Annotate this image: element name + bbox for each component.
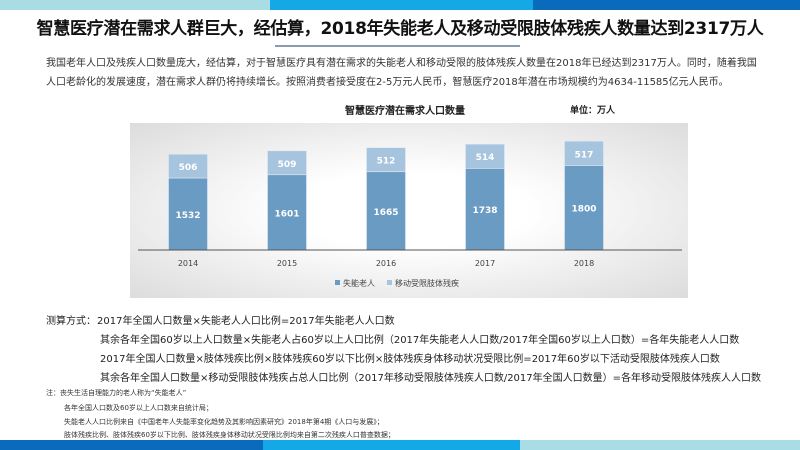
data-label: 506 bbox=[179, 163, 198, 173]
bottom-band-light bbox=[520, 440, 800, 450]
stacked-bar-chart: 1532 506 2014 1601 509 2015 1665 512 2016 1738 514… bbox=[138, 140, 682, 288]
data-label: 514 bbox=[476, 153, 495, 163]
intro-paragraph: 我国老年人口及残疾人口数量庞大，经估算，对于智慧医疗具有潜在需求的失能老人和移动… bbox=[46, 58, 757, 88]
note: 各年全国人口数及60岁以上人口数来自统计局； bbox=[64, 404, 213, 412]
method-line: 其余各年全国人口数量×移动受限肢体残疾占总人口比例（2017年移动受限肢体残疾人… bbox=[100, 373, 762, 384]
chart-area: 1532 506 2014 1601 509 2015 1665 512 2016 1738 514… bbox=[130, 123, 688, 298]
title-divider bbox=[275, 45, 520, 47]
method-line: 2017年全国人口数量×肢体残疾比例×肢体残疾60岁以下比例×肢体残疾身体移动状… bbox=[100, 354, 720, 365]
bar-mobility-limited-2015 bbox=[267, 150, 307, 176]
data-label: 517 bbox=[575, 150, 594, 160]
x-tick-label: 2015 bbox=[277, 259, 297, 268]
method-label: 测算方式： bbox=[46, 316, 96, 327]
x-tick-label: 2018 bbox=[574, 259, 594, 268]
chart-title: 智慧医疗潜在需求人口数量 bbox=[345, 106, 465, 117]
data-label: 1601 bbox=[274, 209, 299, 219]
legend-label: 移动受限肢体残疾 bbox=[395, 278, 459, 288]
top-band-light bbox=[0, 0, 270, 10]
legend-swatch bbox=[387, 280, 392, 285]
data-label: 509 bbox=[278, 160, 297, 170]
bottom-band-mid bbox=[263, 440, 520, 450]
x-tick-label: 2016 bbox=[376, 259, 396, 268]
data-label: 512 bbox=[377, 157, 396, 167]
bar-disabled-elderly-2016 bbox=[366, 171, 406, 251]
bottom-band-dark bbox=[0, 440, 263, 450]
legend-swatch bbox=[335, 280, 340, 285]
top-band-mid bbox=[270, 0, 533, 10]
method-line: 2017年全国人口数量×失能老人人口比例=2017年失能老人人口数 bbox=[97, 316, 395, 327]
x-tick-label: 2017 bbox=[475, 259, 495, 268]
note: 失能老人人口比例来自《中国老年人失能率变化趋势及其影响因素研究》2018年第4期… bbox=[64, 418, 384, 426]
bar-disabled-elderly-2017 bbox=[465, 168, 505, 251]
note: 注：丧失生活自理能力的老人称为“失能老人” bbox=[46, 389, 187, 397]
method-line: 其余各年全国60岁以上人口数量×失能老人占60岁以上人口比例（2017年失能老人… bbox=[100, 335, 740, 346]
bar-mobility-limited-2016 bbox=[366, 147, 406, 173]
chart-unit: 单位：万人 bbox=[570, 106, 616, 116]
legend-label: 失能老人 bbox=[343, 278, 375, 288]
data-label: 1738 bbox=[472, 206, 497, 216]
bar-disabled-elderly-2014 bbox=[168, 177, 208, 251]
bar-mobility-limited-2017 bbox=[465, 143, 505, 169]
x-tick-label: 2014 bbox=[178, 259, 198, 268]
bar-mobility-limited-2018 bbox=[564, 140, 604, 166]
bar-disabled-elderly-2018 bbox=[564, 165, 604, 251]
page-title: 智慧医疗潜在需求人群巨大，经估算，2018年失能老人及移动受限肢体残疾人数量达到… bbox=[36, 19, 764, 39]
data-label: 1665 bbox=[373, 208, 398, 218]
note: 肢体残疾比例、肢体残疾60岁以下比例、肢体残疾身体移动状况受限比例均来自第二次残… bbox=[64, 431, 395, 439]
data-label: 1532 bbox=[175, 211, 200, 221]
data-label: 1800 bbox=[571, 205, 596, 215]
top-band-dark bbox=[533, 0, 800, 10]
bar-mobility-limited-2014 bbox=[168, 153, 208, 179]
